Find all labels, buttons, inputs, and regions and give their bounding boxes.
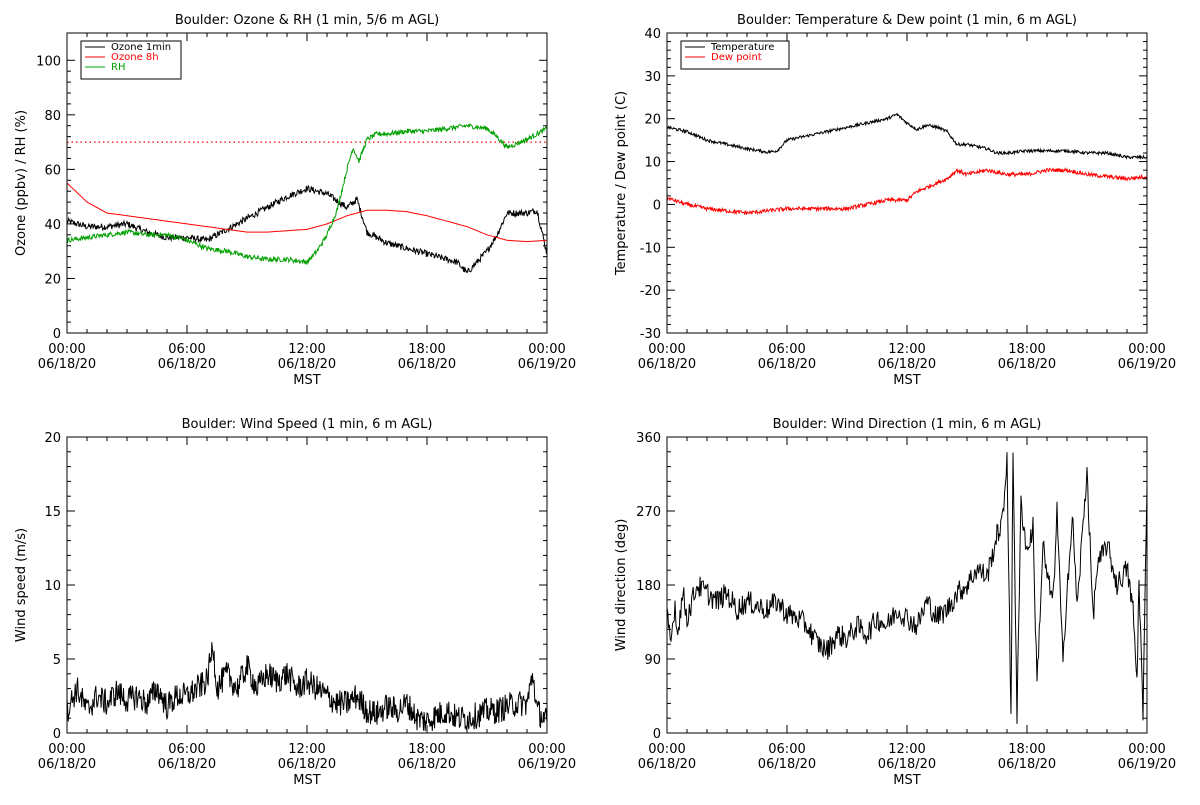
x-tick-date: 06/18/20 xyxy=(878,757,936,772)
x-tick-date: 06/18/20 xyxy=(998,357,1056,372)
x-tick-date: 06/18/20 xyxy=(278,757,336,772)
legend-entry: Dew point xyxy=(711,52,762,63)
y-tick-label: 10 xyxy=(44,579,61,594)
x-tick-time: 00:00 xyxy=(48,342,85,357)
x-tick-time: 00:00 xyxy=(1128,342,1165,357)
x-tick-date: 06/19/20 xyxy=(1118,357,1176,372)
chart-title: Boulder: Temperature & Dew point (1 min,… xyxy=(737,13,1077,28)
y-axis-label: Temperature / Dew point (C) xyxy=(614,91,629,276)
x-tick-time: 06:00 xyxy=(768,742,805,757)
x-tick-date: 06/18/20 xyxy=(278,357,336,372)
x-axis-label: MST xyxy=(293,773,320,788)
y-axis-label: Ozone (ppbv) / RH (%) xyxy=(14,110,29,256)
x-tick-date: 06/19/20 xyxy=(518,357,576,372)
x-tick-time: 18:00 xyxy=(1008,742,1045,757)
series-line-temperature xyxy=(667,112,1147,161)
series-line-trace xyxy=(67,642,547,732)
x-tick-date: 06/18/20 xyxy=(638,357,696,372)
y-tick-label: 360 xyxy=(636,431,661,446)
x-tick-date: 06/18/20 xyxy=(758,757,816,772)
series-line-ozone-8h xyxy=(67,182,547,243)
x-tick-time: 18:00 xyxy=(408,342,445,357)
x-tick-date: 06/18/20 xyxy=(38,357,96,372)
x-tick-time: 18:00 xyxy=(1008,342,1045,357)
x-tick-date: 06/18/20 xyxy=(878,357,936,372)
x-tick-time: 12:00 xyxy=(888,742,925,757)
y-tick-label: 10 xyxy=(644,156,661,171)
x-tick-date: 06/18/20 xyxy=(158,357,216,372)
legend-box xyxy=(680,40,790,70)
x-tick-date: 06/19/20 xyxy=(1118,757,1176,772)
chart-panel-3: Boulder: Wind Speed (1 min, 6 m AGL) 0 5 10… xyxy=(14,417,576,788)
x-tick-time: 06:00 xyxy=(168,742,205,757)
legend-entry: Ozone 8h xyxy=(111,52,159,63)
y-tick-label: 40 xyxy=(644,27,661,42)
y-tick-label: 90 xyxy=(644,653,661,668)
y-tick-label: -20 xyxy=(640,284,661,299)
x-tick-time: 06:00 xyxy=(768,342,805,357)
x-tick-time: 12:00 xyxy=(288,742,325,757)
y-tick-label: 40 xyxy=(44,218,61,233)
x-axis-label: MST xyxy=(893,773,920,788)
x-tick-time: 06:00 xyxy=(168,342,205,357)
y-tick-label: 100 xyxy=(36,54,61,69)
y-tick-label: 270 xyxy=(636,505,661,520)
y-axis-label: Wind speed (m/s) xyxy=(14,528,29,642)
y-tick-label: 30 xyxy=(644,70,661,85)
legend-entry: RH xyxy=(111,62,125,73)
plot-frame xyxy=(666,32,1148,334)
x-tick-date: 06/18/20 xyxy=(398,757,456,772)
x-tick-date: 06/19/20 xyxy=(518,757,576,772)
y-tick-label: 60 xyxy=(44,163,61,178)
x-tick-date: 06/18/20 xyxy=(758,357,816,372)
y-tick-label: 20 xyxy=(44,272,61,287)
y-tick-label: 80 xyxy=(44,109,61,124)
y-tick-label: 15 xyxy=(44,505,61,520)
x-tick-date: 06/18/20 xyxy=(638,757,696,772)
x-tick-time: 18:00 xyxy=(408,742,445,757)
x-tick-time: 12:00 xyxy=(288,342,325,357)
y-tick-label: 20 xyxy=(44,431,61,446)
series-line-ozone-1min xyxy=(67,184,547,274)
x-tick-date: 06/18/20 xyxy=(38,757,96,772)
chart-panel-4: Boulder: Wind Direction (1 min, 6 m AGL)… xyxy=(614,417,1176,788)
plot-frame xyxy=(666,436,1148,734)
x-axis-label: MST xyxy=(293,373,320,388)
x-axis-label: MST xyxy=(893,373,920,388)
x-tick-date: 06/18/20 xyxy=(398,357,456,372)
x-tick-time: 12:00 xyxy=(888,342,925,357)
x-tick-time: 00:00 xyxy=(48,742,85,757)
y-tick-label: 20 xyxy=(644,113,661,128)
x-tick-date: 06/18/20 xyxy=(158,757,216,772)
chart-panel-1: Boulder: Ozone & RH (1 min, 5/6 m AGL) 0 2… xyxy=(14,13,576,388)
y-tick-label: 0 xyxy=(53,327,61,342)
chart-title: Boulder: Wind Speed (1 min, 6 m AGL) xyxy=(182,417,433,432)
x-tick-date: 06/18/20 xyxy=(998,757,1056,772)
series-line-rh xyxy=(67,123,547,266)
y-tick-label: 5 xyxy=(53,653,61,668)
chart-panel-2: Boulder: Temperature & Dew point (1 min,… xyxy=(614,13,1176,388)
legend-entry: Temperature xyxy=(710,42,774,53)
y-tick-label: -10 xyxy=(640,241,661,256)
x-tick-time: 00:00 xyxy=(1128,742,1165,757)
y-tick-label: 0 xyxy=(653,727,661,742)
x-tick-time: 00:00 xyxy=(528,342,565,357)
y-tick-label: 0 xyxy=(653,198,661,213)
x-tick-time: 00:00 xyxy=(648,742,685,757)
chart-title: Boulder: Ozone & RH (1 min, 5/6 m AGL) xyxy=(175,13,439,28)
y-axis-label: Wind direction (deg) xyxy=(614,519,629,652)
chart-title: Boulder: Wind Direction (1 min, 6 m AGL) xyxy=(773,417,1042,432)
legend-entry: Ozone 1min xyxy=(111,42,171,53)
x-tick-time: 00:00 xyxy=(528,742,565,757)
y-tick-label: 180 xyxy=(636,579,661,594)
y-tick-label: -30 xyxy=(640,327,661,342)
y-tick-label: 0 xyxy=(53,727,61,742)
x-tick-time: 00:00 xyxy=(648,342,685,357)
series-line-dew-point xyxy=(667,167,1147,216)
series-line-trace xyxy=(667,452,1147,724)
